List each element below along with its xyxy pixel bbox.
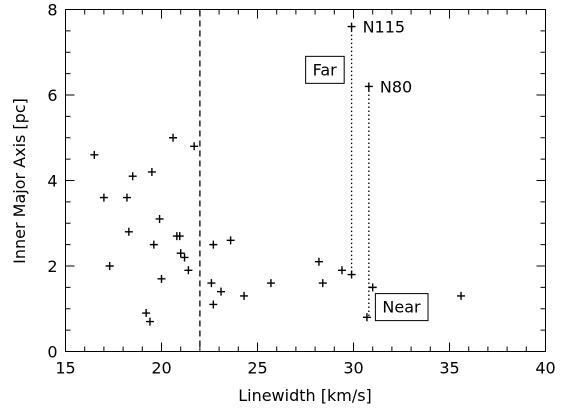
x-tick-label: 15 bbox=[55, 359, 75, 378]
annotation-box bbox=[374, 293, 429, 322]
data-point bbox=[145, 317, 154, 326]
data-point bbox=[347, 22, 356, 31]
data-point bbox=[169, 133, 178, 142]
data-point bbox=[142, 309, 151, 318]
annotation-box bbox=[305, 55, 345, 84]
data-point bbox=[180, 253, 189, 262]
point-label: N80 bbox=[380, 77, 412, 96]
data-point bbox=[457, 291, 466, 300]
x-tick-label: 40 bbox=[535, 359, 555, 378]
y-tick-label: 4 bbox=[47, 172, 57, 191]
data-point bbox=[314, 257, 323, 266]
x-tick-label: 35 bbox=[439, 359, 459, 378]
data-points bbox=[90, 22, 466, 326]
data-point bbox=[149, 240, 158, 249]
data-point bbox=[347, 270, 356, 279]
y-tick-label: 2 bbox=[47, 257, 57, 276]
axis-ticks: 15 20 25 30 35 40 0 2 4 6 8 bbox=[47, 1, 555, 378]
x-tick-label: 30 bbox=[343, 359, 363, 378]
data-point bbox=[99, 193, 108, 202]
data-point bbox=[175, 232, 184, 241]
data-point bbox=[207, 279, 216, 288]
data-point bbox=[209, 240, 218, 249]
data-point bbox=[122, 193, 131, 202]
data-point bbox=[105, 262, 114, 270]
data-point bbox=[318, 279, 327, 288]
label-connectors bbox=[350, 26, 370, 318]
annotation-text: Far bbox=[313, 60, 338, 79]
data-point bbox=[226, 236, 235, 245]
data-point bbox=[90, 150, 99, 159]
annotation-text: Near bbox=[382, 298, 421, 317]
region-annotations: Far Near bbox=[305, 55, 429, 322]
x-tick-label: 20 bbox=[151, 359, 171, 378]
data-point bbox=[217, 287, 226, 296]
data-point bbox=[362, 313, 371, 322]
y-tick-label: 8 bbox=[47, 1, 57, 20]
data-point bbox=[266, 279, 275, 288]
y-tick-label: 6 bbox=[47, 86, 57, 105]
data-point bbox=[124, 227, 133, 236]
x-tick-label: 25 bbox=[247, 359, 267, 378]
data-point bbox=[337, 266, 346, 275]
data-point bbox=[155, 214, 164, 223]
x-axis-title: Linewidth [km/s] bbox=[238, 386, 372, 405]
data-point bbox=[368, 283, 377, 292]
point-labels: N115 N80 bbox=[363, 18, 413, 97]
data-point bbox=[364, 82, 373, 91]
data-point bbox=[240, 291, 249, 300]
data-point bbox=[190, 142, 199, 151]
y-tick-label: 0 bbox=[47, 343, 57, 362]
data-point bbox=[176, 249, 185, 258]
data-point bbox=[157, 274, 166, 283]
data-point bbox=[128, 172, 137, 181]
data-point bbox=[209, 300, 218, 309]
data-point bbox=[147, 167, 156, 176]
point-label: N115 bbox=[363, 18, 406, 37]
y-axis-title: Inner Major Axis [pc] bbox=[10, 98, 29, 264]
data-point bbox=[184, 266, 193, 275]
